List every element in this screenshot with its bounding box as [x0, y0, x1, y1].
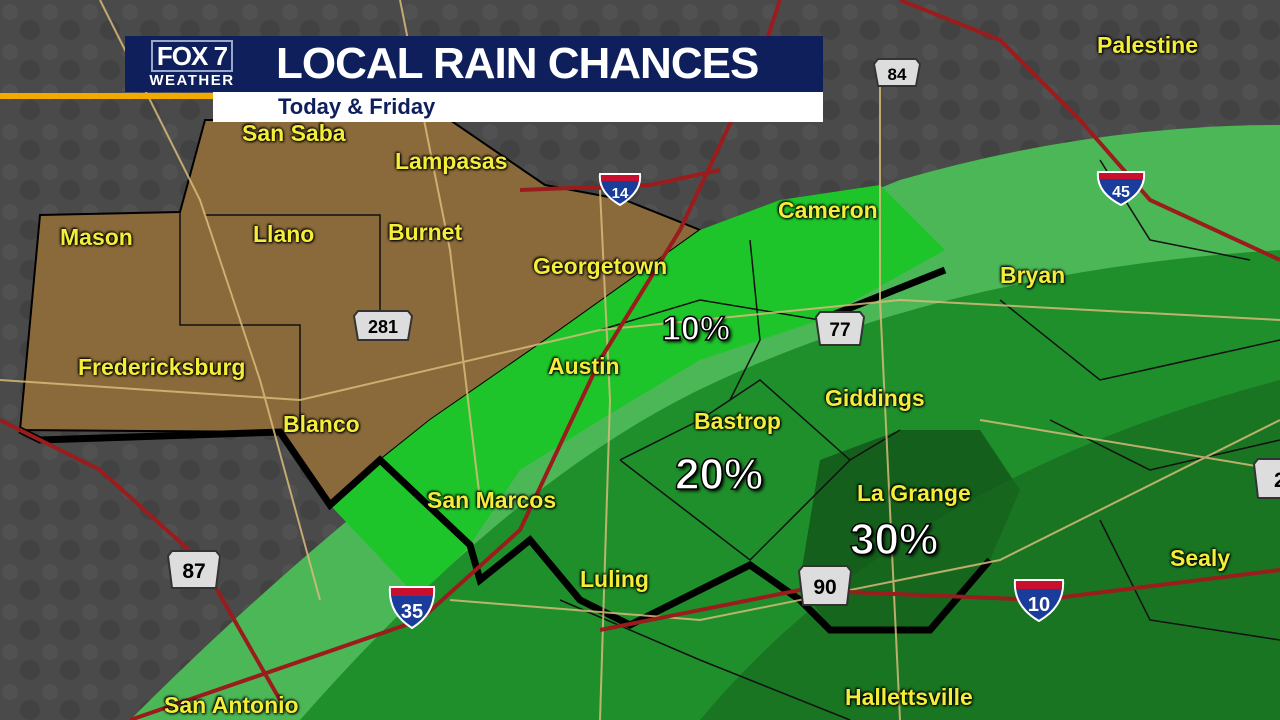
county-lines	[179, 159, 1280, 720]
us-route-shield-icon: 87	[166, 550, 222, 589]
interstate-shield-icon: 14	[598, 173, 642, 206]
rain-zone-10	[330, 185, 945, 600]
rain-chance-20: 20%	[674, 449, 764, 500]
city-label: San Antonio	[164, 692, 299, 718]
shield-number: 77	[829, 320, 850, 341]
us-route-shield-icon: 77	[814, 311, 866, 346]
rain-zone-30-outer	[700, 380, 1280, 720]
city-label: Hallettsville	[845, 684, 973, 710]
interstate-shield-icon: 10	[1013, 579, 1065, 622]
shield-number: 90	[813, 576, 836, 599]
rain-chance-30: 30%	[849, 514, 939, 565]
subtitle: Today & Friday	[278, 94, 436, 119]
us-route-shield-icon: 84	[872, 58, 922, 87]
shield-number: 10	[1028, 594, 1050, 616]
rain-chance-10: 10%	[661, 309, 731, 349]
city-label: Fredericksburg	[78, 354, 246, 380]
shield-number: 45	[1112, 184, 1130, 201]
us-route-shield-icon: 2	[1252, 458, 1280, 499]
city-label: Luling	[580, 566, 649, 592]
subtitle-bar: Today & Friday	[213, 92, 823, 122]
shield-number: 2	[1274, 469, 1280, 492]
shield-number: 87	[182, 560, 205, 583]
shield-number: 281	[368, 317, 398, 337]
city-label: Giddings	[825, 385, 925, 411]
interstate-shield-icon: 45	[1096, 171, 1146, 206]
city-label: La Grange	[857, 480, 971, 506]
shield-number: 35	[401, 601, 423, 623]
title-banner	[125, 36, 823, 92]
city-label: Llano	[253, 221, 315, 247]
page-title: LOCAL RAIN CHANCES	[276, 39, 759, 88]
shield-number: 14	[612, 185, 629, 202]
fox7-weather-logo: FOX 7 WEATHER	[132, 38, 252, 92]
city-label: Sealy	[1170, 545, 1231, 571]
city-label: San Marcos	[427, 487, 557, 513]
accent-bar	[0, 93, 213, 99]
us-route-shield-icon: 281	[352, 310, 414, 341]
city-label: Mason	[60, 224, 133, 250]
city-label: Bryan	[1000, 262, 1066, 288]
city-label: Blanco	[283, 411, 360, 437]
logo-fox7: FOX 7	[150, 40, 234, 72]
city-label: Burnet	[388, 219, 463, 245]
logo-weather: WEATHER	[149, 72, 235, 89]
city-label: Georgetown	[533, 253, 668, 279]
shield-number: 84	[888, 65, 907, 84]
city-label: Bastrop	[694, 408, 781, 434]
us-route-shield-icon: 90	[797, 565, 853, 606]
city-label: Palestine	[1097, 32, 1198, 58]
city-label: San Saba	[242, 120, 346, 146]
interstate-shield-icon: 35	[388, 586, 436, 629]
city-label: Cameron	[778, 197, 878, 223]
city-label: Austin	[548, 353, 620, 379]
city-label: Lampasas	[395, 148, 508, 174]
